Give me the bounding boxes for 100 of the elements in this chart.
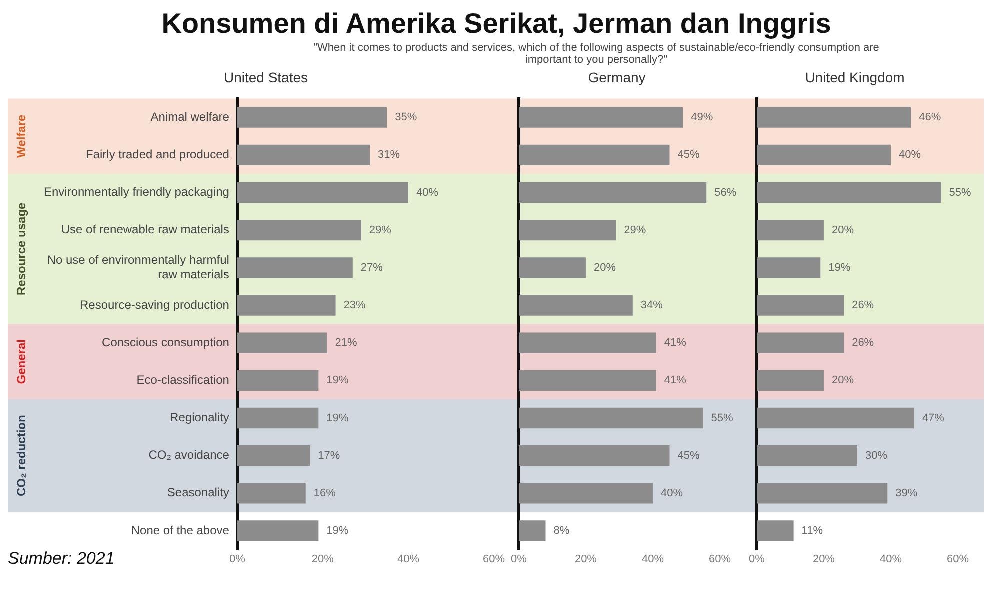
chart-title: United States — [224, 69, 308, 86]
data-label: 55% — [949, 186, 972, 199]
bar — [756, 258, 821, 278]
data-label: 26% — [852, 300, 874, 312]
y-tick-label: Animal welfare — [150, 110, 230, 124]
data-label: 41% — [664, 337, 687, 350]
bar — [518, 408, 704, 429]
x-tick-label: 0% — [510, 553, 528, 566]
band-label: Resource usage — [14, 202, 28, 296]
bar — [518, 258, 586, 278]
data-label: 45% — [678, 149, 700, 162]
bar — [756, 295, 844, 316]
data-label: 47% — [922, 412, 945, 424]
data-label: 30% — [865, 450, 888, 462]
data-label: 29% — [369, 224, 392, 236]
x-tick-label: 60% — [482, 553, 506, 566]
bar — [518, 107, 684, 128]
bar — [237, 446, 310, 466]
bar — [518, 332, 656, 354]
data-label: 27% — [360, 262, 384, 274]
x-tick-label: 20% — [574, 553, 598, 566]
y-tick-label: None of the above — [131, 523, 230, 538]
data-label: 34% — [640, 300, 664, 312]
y-tick-label: Resource-saving production — [80, 298, 230, 312]
data-label: 23% — [344, 300, 366, 312]
bar — [518, 220, 616, 241]
band-label: General — [14, 340, 28, 384]
bar — [756, 370, 824, 392]
data-label: 17% — [318, 450, 340, 462]
x-tick-label: 0% — [229, 553, 246, 566]
bar — [756, 332, 844, 354]
bar — [237, 144, 370, 166]
data-label: 29% — [624, 224, 646, 236]
bar — [237, 483, 306, 504]
bar — [237, 332, 328, 354]
bar — [518, 446, 670, 466]
bar — [237, 295, 336, 316]
bar — [518, 295, 633, 316]
bar — [756, 520, 794, 542]
bar — [237, 220, 362, 241]
data-label: 19% — [326, 374, 349, 387]
x-tick-label: 60% — [708, 553, 732, 566]
bar — [237, 107, 388, 128]
bar — [518, 144, 670, 166]
bar — [518, 520, 546, 542]
chart-title: United Kingdom — [805, 69, 905, 86]
y-tick-label: Fairly traded and produced — [86, 147, 230, 162]
bar — [518, 182, 707, 204]
y-tick-label: Use of renewable raw materials — [61, 222, 230, 237]
data-label: 21% — [335, 337, 358, 350]
data-label: 40% — [898, 149, 922, 162]
bar — [518, 483, 653, 504]
data-label: 20% — [832, 374, 854, 387]
bar — [756, 144, 891, 166]
data-label: 40% — [660, 487, 684, 500]
data-label: 41% — [664, 374, 687, 387]
data-label: 20% — [832, 224, 854, 236]
text: Konsumen di Amerika Serikat, Jerman dan Inggris — [160, 8, 832, 40]
bar — [756, 220, 824, 241]
x-tick-label: 40% — [642, 553, 664, 566]
bar — [237, 370, 319, 392]
bar — [237, 182, 408, 204]
data-label: 11% — [802, 525, 824, 538]
bar — [518, 370, 656, 392]
bar — [237, 408, 319, 429]
data-label: 55% — [711, 412, 734, 424]
y-tick-label: Environmentally friendly packaging — [44, 185, 230, 200]
bar — [756, 408, 914, 429]
y-tick-label: No use of environmentally harmful raw materials — [47, 253, 230, 282]
data-label: 19% — [326, 525, 349, 538]
bar — [756, 483, 888, 504]
data-label: 20% — [594, 262, 616, 274]
data-label: 46% — [919, 112, 942, 124]
y-tick-label: CO₂ avoidance — [148, 448, 230, 462]
data-label: 26% — [852, 337, 874, 350]
y-tick-label: Seasonality — [167, 486, 230, 500]
x-tick-label: 40% — [880, 553, 902, 566]
data-label: 31% — [378, 149, 400, 162]
data-label: 19% — [828, 262, 851, 274]
y-tick-label: Regionality — [170, 410, 230, 425]
data-label: 19% — [326, 412, 349, 424]
bar — [237, 520, 319, 542]
chart-title: Germany — [588, 69, 646, 86]
y-tick-label: Eco-classification — [136, 372, 230, 387]
x-tick-label: 20% — [312, 553, 334, 566]
band-label: CO₂ reduction — [14, 415, 28, 497]
x-tick-label: 60% — [946, 553, 970, 566]
y-tick-label: Conscious consumption — [102, 335, 230, 350]
text: Sumber: 2021 — [8, 549, 115, 569]
data-label: 45% — [678, 450, 700, 462]
data-label: 35% — [395, 112, 418, 124]
data-label: 49% — [691, 112, 714, 124]
x-tick-label: 40% — [397, 553, 420, 566]
x-tick-label: 0% — [748, 553, 766, 566]
bar — [756, 107, 912, 128]
bar — [756, 182, 942, 204]
bar — [756, 446, 858, 466]
data-label: 39% — [896, 487, 918, 500]
data-label: 8% — [554, 525, 570, 538]
data-label: 56% — [714, 186, 737, 199]
